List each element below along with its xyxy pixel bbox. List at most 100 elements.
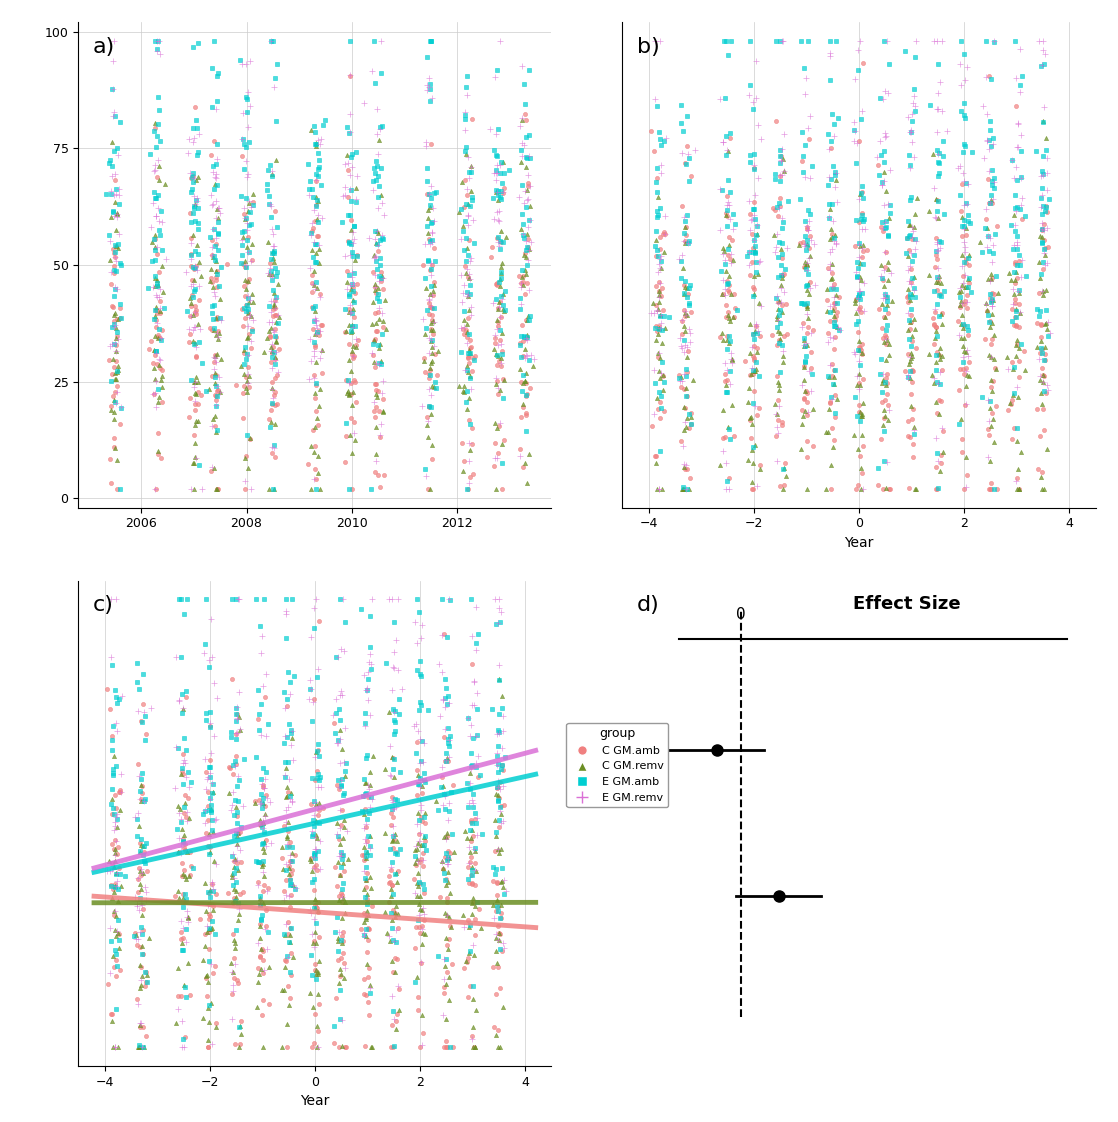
Point [716, 353, 733, 371]
Point [773, 245, 790, 263]
Point [150, 329, 168, 347]
Point [254, 789, 272, 807]
Point [304, 366, 322, 384]
Point [372, 33, 390, 50]
Point [198, 967, 216, 985]
Point [978, 448, 996, 466]
Point [173, 1012, 191, 1030]
Point [979, 67, 997, 85]
Point [929, 210, 947, 228]
Point [266, 68, 284, 86]
Point [464, 110, 482, 128]
Point [451, 203, 468, 221]
Point [153, 241, 171, 259]
Point [339, 146, 357, 164]
Point [283, 792, 301, 810]
Point [125, 808, 143, 826]
Point [873, 213, 891, 231]
Point [656, 224, 674, 242]
Point [877, 287, 894, 305]
Point [490, 925, 508, 942]
Point [280, 821, 297, 839]
Point [463, 861, 481, 879]
Point [718, 361, 736, 379]
Point [149, 304, 167, 322]
Point [513, 176, 531, 194]
Point [140, 340, 158, 358]
Point [103, 1005, 121, 1023]
Point [108, 139, 126, 157]
Point [102, 402, 120, 420]
Point [370, 272, 388, 289]
Point [411, 853, 429, 871]
Point [143, 233, 161, 251]
Point [746, 436, 764, 454]
Point [341, 166, 359, 184]
Point [745, 200, 762, 218]
Point [358, 895, 376, 913]
Point [209, 322, 227, 340]
Point [305, 847, 323, 865]
Point [104, 239, 122, 257]
Point [201, 790, 219, 808]
Point [207, 396, 225, 414]
Point [798, 480, 816, 498]
Point [925, 374, 942, 392]
Point [186, 280, 203, 298]
Point [1007, 232, 1025, 250]
Point [972, 233, 989, 251]
Point [741, 221, 759, 239]
Point [236, 341, 254, 359]
Point [173, 1038, 191, 1056]
Point [369, 199, 387, 217]
Point [852, 303, 870, 321]
Point [654, 224, 672, 242]
Point [385, 1010, 402, 1028]
Point [238, 383, 256, 401]
Point [929, 101, 947, 119]
Point [746, 285, 764, 303]
Point [134, 864, 152, 882]
Point [452, 200, 470, 218]
Point [1012, 443, 1030, 461]
Point [263, 414, 281, 432]
Point [458, 401, 476, 419]
Point [979, 412, 997, 430]
Point [113, 687, 131, 705]
Point [778, 325, 796, 343]
Point [899, 368, 917, 386]
Point [258, 329, 276, 347]
Point [997, 348, 1015, 366]
Point [425, 313, 443, 331]
Point [255, 824, 273, 842]
Point [385, 1037, 402, 1055]
Point [494, 431, 512, 449]
Point [259, 265, 277, 283]
Point [823, 240, 841, 258]
Point [901, 158, 919, 176]
Point [1011, 303, 1029, 321]
Point [265, 245, 283, 263]
Point [436, 690, 454, 708]
Point [723, 351, 741, 369]
Point [255, 962, 273, 980]
Point [720, 196, 738, 214]
Text: d): d) [636, 595, 660, 615]
Point [650, 399, 667, 417]
Point [108, 865, 126, 883]
Point [489, 371, 506, 389]
Point [228, 725, 246, 743]
Point [875, 261, 893, 279]
Point [371, 335, 389, 353]
Point [134, 900, 152, 918]
Point [227, 755, 245, 773]
Point [310, 447, 328, 465]
Point [433, 757, 451, 775]
Point [493, 739, 511, 757]
Point [514, 458, 532, 476]
Point [800, 239, 818, 257]
Point [983, 176, 1001, 194]
Point [512, 153, 530, 171]
Point [330, 780, 348, 798]
Point [906, 218, 923, 236]
